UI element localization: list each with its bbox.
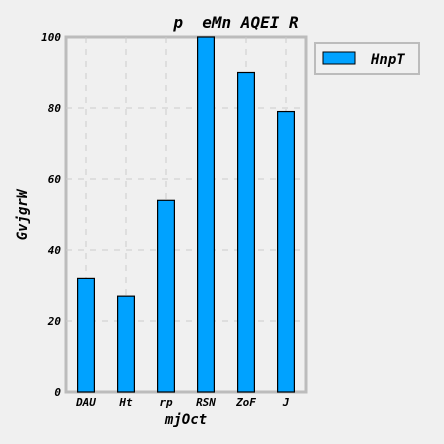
bar-rp: [157, 199, 176, 393]
bar-zof: [237, 71, 256, 393]
y-tick-label: 60: [48, 173, 62, 186]
y-tick-label: 20: [47, 315, 62, 328]
x-axis-label: mjOct: [164, 412, 207, 428]
bar-ht: [116, 295, 135, 393]
x-tick-label: rp: [159, 396, 173, 409]
y-tick-label: 0: [54, 386, 61, 399]
legend-label-hnpt: HnpT: [370, 52, 405, 68]
x-axis-ticks: DAU Ht rp RSN ZoF J: [75, 396, 290, 409]
chart-title: p eMn AQEI R: [172, 13, 299, 32]
bar-dau: [76, 277, 95, 393]
legend: HnpT: [314, 42, 420, 75]
x-tick-label: DAU: [75, 396, 96, 409]
bar-series: [76, 36, 296, 393]
plot-area: 0 20 40 60 80 100 DAU Ht rp RSN ZoF J: [41, 31, 308, 409]
gridlines: [66, 37, 306, 392]
bar-rsn: [197, 36, 216, 393]
x-tick-label: ZoF: [235, 396, 256, 409]
axes-frame: [64, 35, 308, 394]
bar-j: [277, 110, 296, 393]
x-tick-label: J: [282, 396, 290, 409]
y-tick-label: 80: [48, 102, 62, 115]
x-tick-label: RSN: [196, 396, 216, 409]
y-axis-ticks: 0 20 40 60 80 100: [41, 31, 61, 399]
y-tick-label: 100: [41, 31, 61, 44]
legend-swatch-hnpt: [322, 51, 356, 65]
x-tick-label: Ht: [118, 396, 133, 409]
y-tick-label: 40: [48, 244, 62, 257]
y-axis-label: GvjgrW: [15, 188, 31, 240]
